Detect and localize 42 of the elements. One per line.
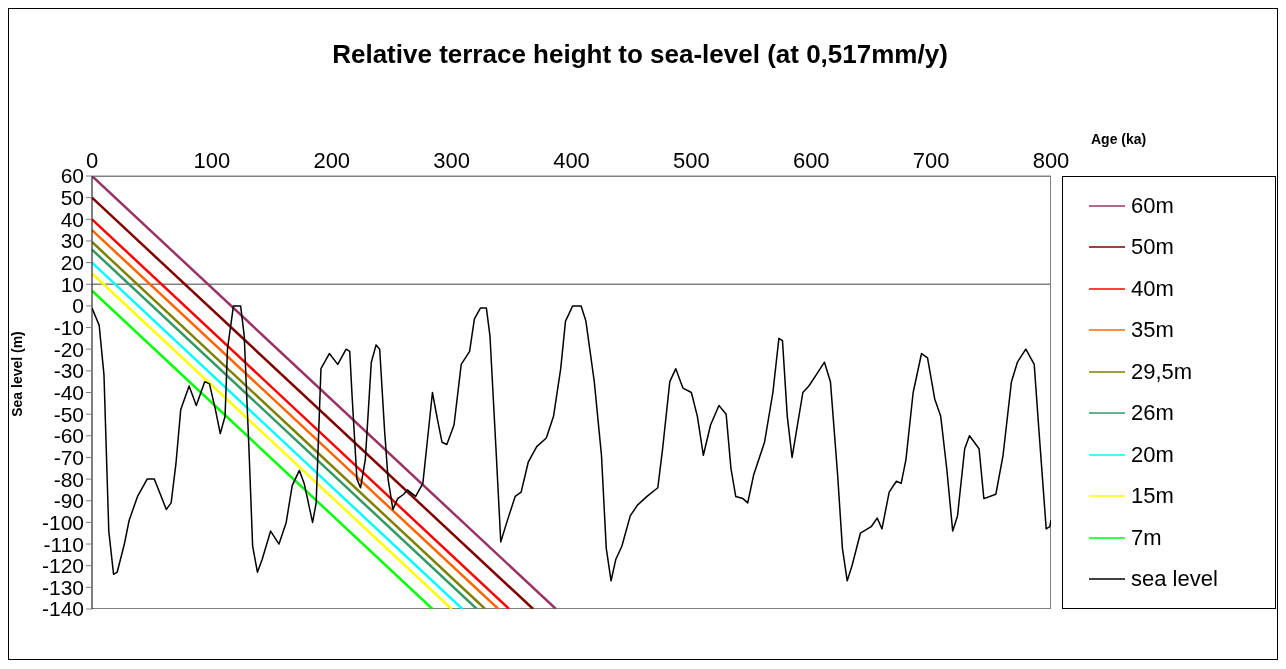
legend-label: sea level: [1131, 566, 1218, 593]
x-tick-label: 100: [193, 148, 231, 173]
x-tick-label: 600: [792, 148, 830, 173]
y-tick-label: -40: [53, 380, 84, 404]
legend-label: 50m: [1131, 234, 1174, 261]
x-tick-label: 400: [553, 148, 590, 173]
y-tick-label: 50: [60, 186, 84, 210]
x-tick-label: 300: [433, 148, 470, 173]
y-axis-title: Sea level (m): [9, 330, 25, 419]
legend-label: 35m: [1131, 317, 1174, 344]
y-tick-label: -50: [53, 402, 84, 426]
legend-label: 40m: [1131, 275, 1174, 302]
y-tick-label: -140: [41, 597, 84, 621]
y-tick-label: -60: [53, 424, 84, 448]
legend-label: 20m: [1131, 441, 1174, 468]
legend-label: 15m: [1131, 483, 1174, 510]
legend-label: 7m: [1131, 524, 1162, 551]
legend-label: 60m: [1131, 192, 1174, 219]
x-tick-label: 500: [673, 148, 710, 173]
x-tick-label: 800: [1032, 148, 1070, 173]
y-tick-label: 30: [60, 229, 84, 253]
y-tick-label: 0: [72, 294, 84, 318]
x-tick-label: 200: [313, 148, 351, 173]
legend-label: 26m: [1131, 400, 1174, 427]
y-tick-label: 20: [60, 251, 84, 275]
y-tick-label: -20: [53, 337, 84, 361]
x-axis-title: Age (ka): [1091, 131, 1147, 147]
y-tick-label: -130: [41, 575, 84, 599]
y-tick-label: -80: [53, 467, 84, 491]
y-tick-label: -100: [41, 510, 84, 534]
y-tick-label: -10: [53, 316, 84, 339]
y-tick-label: 60: [60, 164, 84, 188]
y-tick-label: 10: [60, 272, 84, 296]
y-tick-label: 40: [60, 207, 84, 231]
y-tick-label: -30: [53, 359, 84, 383]
y-tick-label: -70: [53, 445, 84, 469]
y-tick-label: -110: [43, 532, 84, 556]
y-tick-label: -120: [41, 554, 84, 578]
y-tick-label: -90: [53, 489, 84, 513]
chart-title: Relative terrace height to sea-level (at 0,517mm/y): [331, 39, 949, 70]
x-tick-label: 700: [912, 148, 950, 173]
legend-label: 29,5m: [1131, 358, 1193, 385]
